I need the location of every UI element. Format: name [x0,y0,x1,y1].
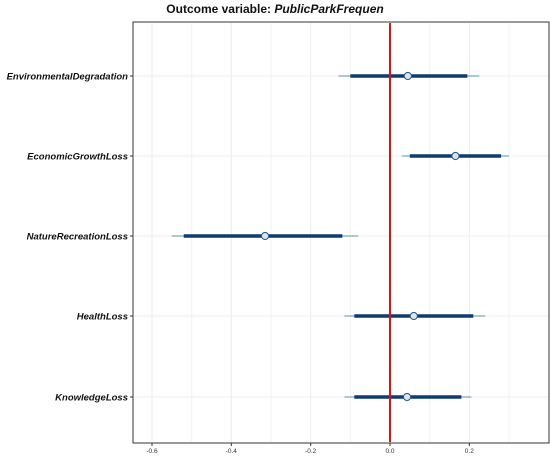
chart-title: Outcome variable: PublicParkFrequen [0,2,550,16]
point-estimate-NatureRecreationLoss [260,231,270,241]
chart-title-prefix: Outcome variable: [166,2,275,16]
point-estimate-HealthLoss [409,311,418,321]
plot-panel [132,21,550,444]
x-tick-label: -0.2 [305,448,317,455]
chart-title-variable: PublicParkFrequen [274,2,384,16]
y-tick-label: HealthLoss [77,312,128,323]
x-tick-label: 0.2 [465,448,474,455]
y-tick-label: KnowledgeLoss [55,393,128,404]
point-estimate-KnowledgeLoss [402,392,412,402]
x-tick-label: -0.6 [146,448,158,455]
y-tick-label: EconomicGrowthLoss [27,152,128,163]
x-tick-label: -0.4 [226,448,238,455]
point-estimate-EconomicGrowthLoss [451,151,460,161]
x-tick-label: 0.0 [385,448,394,455]
y-tick-label: NatureRecreationLoss [27,232,128,243]
point-estimate-EnvironmentalDegradation [403,71,412,81]
y-tick-label: EnvironmentalDegradation [7,72,129,83]
